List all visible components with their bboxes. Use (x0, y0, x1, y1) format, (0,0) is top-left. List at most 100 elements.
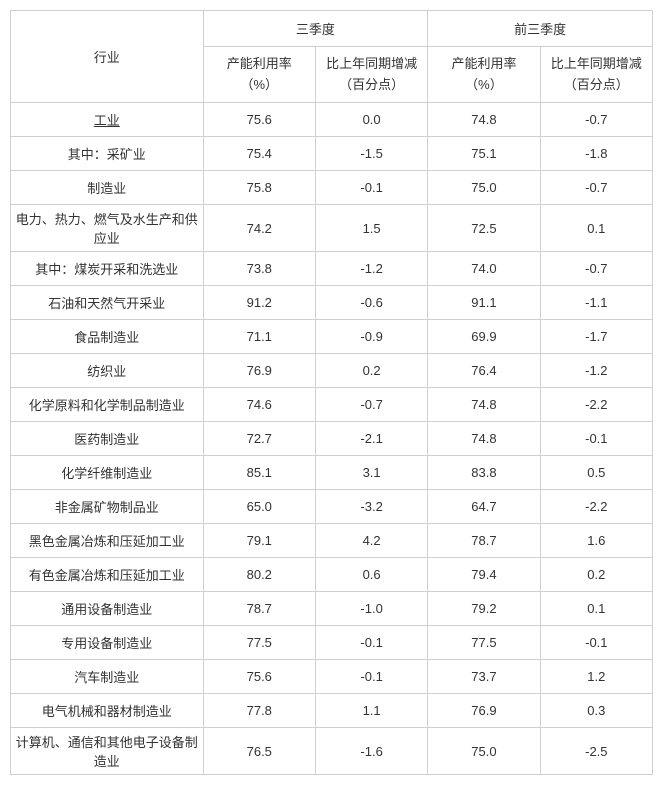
cell-industry-label: 通用设备制造业 (11, 592, 204, 626)
table-row: 通用设备制造业78.7-1.079.20.1 (11, 592, 653, 626)
cell-q3-yoy: 1.5 (315, 205, 427, 252)
cell-q3-rate: 75.6 (203, 103, 315, 137)
cell-f3q-rate: 91.1 (428, 286, 540, 320)
industry-label-underlined: 工业 (94, 113, 120, 128)
cell-industry-label: 医药制造业 (11, 422, 204, 456)
cell-f3q-yoy: 0.3 (540, 694, 652, 728)
yoy-label-line1: 比上年同期增减 (551, 56, 642, 71)
cell-f3q-rate: 69.9 (428, 320, 540, 354)
cell-f3q-yoy: -1.1 (540, 286, 652, 320)
cell-industry-label: 有色金属冶炼和压延加工业 (11, 558, 204, 592)
rate-label-line2: （%） (465, 77, 503, 92)
col-subheader-q3-yoy: 比上年同期增减 （百分点） (315, 47, 427, 103)
table-row: 计算机、通信和其他电子设备制造业76.5-1.675.0-2.5 (11, 728, 653, 775)
table-row: 非金属矿物制品业65.0-3.264.7-2.2 (11, 490, 653, 524)
cell-f3q-rate: 76.4 (428, 354, 540, 388)
cell-f3q-rate: 74.8 (428, 103, 540, 137)
col-subheader-q3-rate: 产能利用率 （%） (203, 47, 315, 103)
cell-f3q-yoy: -0.7 (540, 171, 652, 205)
cell-f3q-rate: 76.9 (428, 694, 540, 728)
table-row: 电力、热力、燃气及水生产和供应业74.21.572.50.1 (11, 205, 653, 252)
cell-q3-yoy: -0.1 (315, 626, 427, 660)
cell-f3q-yoy: -2.2 (540, 388, 652, 422)
yoy-label-line2: （百分点） (564, 77, 629, 92)
cell-f3q-rate: 73.7 (428, 660, 540, 694)
yoy-label-line2: （百分点） (339, 77, 404, 92)
cell-f3q-yoy: 0.1 (540, 205, 652, 252)
table-row: 汽车制造业75.6-0.173.71.2 (11, 660, 653, 694)
cell-industry-label: 食品制造业 (11, 320, 204, 354)
table-row: 黑色金属冶炼和压延加工业79.14.278.71.6 (11, 524, 653, 558)
cell-f3q-yoy: -2.2 (540, 490, 652, 524)
cell-q3-rate: 75.6 (203, 660, 315, 694)
cell-q3-rate: 74.6 (203, 388, 315, 422)
cell-q3-yoy: -1.2 (315, 252, 427, 286)
cell-q3-yoy: -0.7 (315, 388, 427, 422)
cell-f3q-rate: 74.8 (428, 388, 540, 422)
cell-f3q-yoy: 0.2 (540, 558, 652, 592)
cell-industry-label: 专用设备制造业 (11, 626, 204, 660)
cell-industry-label: 电气机械和器材制造业 (11, 694, 204, 728)
cell-f3q-yoy: -0.1 (540, 422, 652, 456)
table-row: 其中：煤炭开采和洗选业73.8-1.274.0-0.7 (11, 252, 653, 286)
cell-q3-yoy: 0.0 (315, 103, 427, 137)
cell-industry-label: 计算机、通信和其他电子设备制造业 (11, 728, 204, 775)
cell-q3-yoy: -0.1 (315, 171, 427, 205)
cell-q3-yoy: -1.6 (315, 728, 427, 775)
cell-industry-label: 化学纤维制造业 (11, 456, 204, 490)
cell-f3q-rate: 78.7 (428, 524, 540, 558)
col-header-q3: 三季度 (203, 11, 428, 47)
cell-industry-label: 其中：采矿业 (11, 137, 204, 171)
cell-f3q-yoy: 0.1 (540, 592, 652, 626)
cell-f3q-rate: 79.4 (428, 558, 540, 592)
cell-q3-rate: 65.0 (203, 490, 315, 524)
table-body: 工业75.60.074.8-0.7其中：采矿业75.4-1.575.1-1.8制… (11, 103, 653, 775)
cell-f3q-rate: 79.2 (428, 592, 540, 626)
cell-q3-rate: 77.5 (203, 626, 315, 660)
cell-q3-rate: 76.9 (203, 354, 315, 388)
table-row: 医药制造业72.7-2.174.8-0.1 (11, 422, 653, 456)
cell-industry-label: 纺织业 (11, 354, 204, 388)
cell-f3q-yoy: -2.5 (540, 728, 652, 775)
cell-f3q-yoy: 0.5 (540, 456, 652, 490)
cell-q3-yoy: -0.1 (315, 660, 427, 694)
cell-q3-yoy: 0.2 (315, 354, 427, 388)
cell-f3q-rate: 72.5 (428, 205, 540, 252)
cell-q3-rate: 73.8 (203, 252, 315, 286)
table-row: 有色金属冶炼和压延加工业80.20.679.40.2 (11, 558, 653, 592)
cell-q3-yoy: -1.0 (315, 592, 427, 626)
cell-industry-label: 制造业 (11, 171, 204, 205)
table-row: 石油和天然气开采业91.2-0.691.1-1.1 (11, 286, 653, 320)
cell-q3-yoy: -1.5 (315, 137, 427, 171)
table-row: 化学纤维制造业85.13.183.80.5 (11, 456, 653, 490)
cell-q3-yoy: -0.6 (315, 286, 427, 320)
cell-f3q-yoy: 1.2 (540, 660, 652, 694)
industry-capacity-table: 行业 三季度 前三季度 产能利用率 （%） 比上年同期增减 （百分点） 产能利用… (10, 10, 653, 775)
cell-industry-label: 其中：煤炭开采和洗选业 (11, 252, 204, 286)
cell-industry-label: 电力、热力、燃气及水生产和供应业 (11, 205, 204, 252)
cell-f3q-rate: 83.8 (428, 456, 540, 490)
cell-f3q-yoy: -1.7 (540, 320, 652, 354)
cell-f3q-rate: 77.5 (428, 626, 540, 660)
cell-q3-yoy: 4.2 (315, 524, 427, 558)
cell-f3q-yoy: -1.2 (540, 354, 652, 388)
table-row: 化学原料和化学制品制造业74.6-0.774.8-2.2 (11, 388, 653, 422)
cell-q3-yoy: -0.9 (315, 320, 427, 354)
cell-f3q-rate: 74.8 (428, 422, 540, 456)
cell-q3-rate: 75.4 (203, 137, 315, 171)
cell-f3q-rate: 75.0 (428, 728, 540, 775)
cell-industry-label: 工业 (11, 103, 204, 137)
cell-q3-yoy: 3.1 (315, 456, 427, 490)
cell-f3q-rate: 75.1 (428, 137, 540, 171)
cell-q3-rate: 80.2 (203, 558, 315, 592)
rate-label-line1: 产能利用率 (227, 56, 292, 71)
table-row: 制造业75.8-0.175.0-0.7 (11, 171, 653, 205)
table-row: 纺织业76.90.276.4-1.2 (11, 354, 653, 388)
cell-q3-yoy: 1.1 (315, 694, 427, 728)
rate-label-line1: 产能利用率 (451, 56, 516, 71)
cell-f3q-yoy: -0.1 (540, 626, 652, 660)
cell-q3-rate: 75.8 (203, 171, 315, 205)
cell-q3-rate: 72.7 (203, 422, 315, 456)
col-subheader-f3q-rate: 产能利用率 （%） (428, 47, 540, 103)
cell-q3-rate: 91.2 (203, 286, 315, 320)
